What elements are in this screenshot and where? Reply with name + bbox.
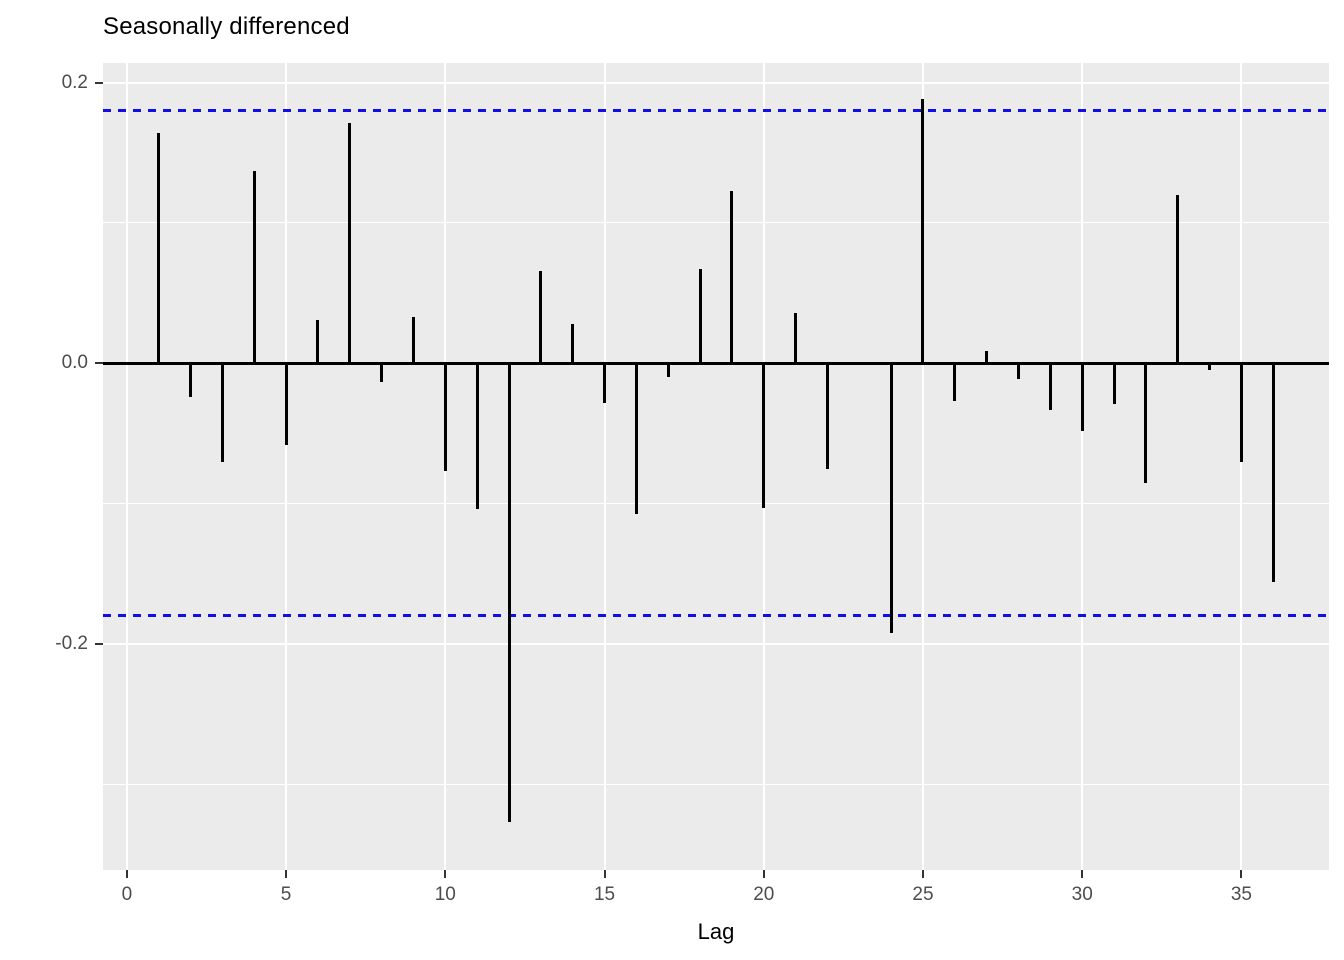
- major-gridline-vertical: [1081, 63, 1084, 870]
- acf-spike: [953, 363, 957, 402]
- x-tick-label: 20: [753, 884, 775, 905]
- confidence-lower-line: [103, 614, 1329, 618]
- major-gridline-horizontal: [103, 81, 1329, 84]
- acf-spike: [1144, 363, 1148, 483]
- acf-spike: [1080, 363, 1084, 431]
- x-tick-label: 5: [280, 884, 292, 905]
- x-tick-label: 10: [434, 884, 456, 905]
- acf-spike: [475, 363, 479, 510]
- y-tick-mark: [95, 362, 103, 365]
- y-tick-label: 0.0: [61, 352, 88, 374]
- x-tick-mark: [921, 870, 924, 878]
- acf-spike: [1048, 363, 1052, 410]
- acf-spike: [889, 363, 893, 633]
- x-tick-mark: [285, 870, 288, 878]
- minor-gridline-horizontal: [103, 222, 1329, 224]
- x-tick-mark: [1240, 870, 1243, 878]
- acf-spike: [252, 171, 256, 364]
- major-gridline-horizontal: [103, 643, 1329, 646]
- acf-spike: [284, 363, 288, 445]
- plot-title: Seasonally differenced: [103, 13, 350, 40]
- major-gridline-vertical: [285, 63, 288, 870]
- x-tick-label: 35: [1230, 884, 1252, 905]
- acf-spike: [730, 190, 734, 364]
- x-tick-mark: [762, 870, 765, 878]
- x-tick-mark: [603, 870, 606, 878]
- acf-spike: [762, 363, 766, 508]
- acf-spike: [539, 270, 543, 364]
- acf-spike: [634, 363, 638, 514]
- acf-spike: [316, 319, 320, 364]
- x-tick-label: 25: [912, 884, 934, 905]
- acf-spike: [1017, 363, 1021, 379]
- acf-spike: [189, 363, 193, 398]
- x-tick-label: 0: [121, 884, 133, 905]
- acf-spike: [1208, 363, 1212, 371]
- plot-panel: [103, 63, 1329, 870]
- x-axis-title: Lag: [697, 919, 735, 944]
- x-tick-label: 15: [593, 884, 616, 905]
- acf-spike: [794, 312, 798, 364]
- acf-spike: [380, 363, 384, 382]
- acf-spike: [1239, 363, 1243, 462]
- major-gridline-vertical: [125, 63, 128, 870]
- acf-spike: [921, 99, 925, 364]
- major-gridline-vertical: [1240, 63, 1243, 870]
- acf-spike: [666, 363, 670, 378]
- acf-spike: [1112, 363, 1116, 405]
- x-tick-mark: [125, 870, 128, 878]
- acf-spike: [825, 363, 829, 469]
- confidence-upper-line: [103, 109, 1329, 113]
- acf-spike: [603, 363, 607, 403]
- acf-spike: [985, 350, 989, 364]
- acf-spike: [1176, 194, 1180, 364]
- acf-spike: [698, 269, 702, 364]
- major-gridline-vertical: [603, 63, 606, 870]
- x-tick-label: 30: [1071, 884, 1093, 905]
- acf-spike: [571, 324, 575, 364]
- acf-spike: [507, 363, 511, 823]
- acf-spike: [411, 317, 415, 364]
- acf-spike: [443, 363, 447, 472]
- acf-spike: [1271, 363, 1275, 583]
- x-tick-mark: [444, 870, 447, 878]
- acf-spike: [220, 363, 224, 462]
- minor-gridline-horizontal: [103, 783, 1329, 785]
- acf-spike: [348, 123, 352, 364]
- y-tick-label: -0.2: [55, 633, 88, 655]
- acf-spike: [857, 361, 861, 364]
- y-tick-label: 0.2: [61, 71, 88, 93]
- major-gridline-vertical: [921, 63, 924, 870]
- zero-axis-line: [103, 361, 1329, 365]
- y-tick-mark: [95, 81, 103, 84]
- acf-spike: [157, 133, 161, 364]
- x-tick-mark: [1081, 870, 1084, 878]
- minor-gridline-horizontal: [103, 503, 1329, 505]
- y-tick-mark: [95, 643, 103, 646]
